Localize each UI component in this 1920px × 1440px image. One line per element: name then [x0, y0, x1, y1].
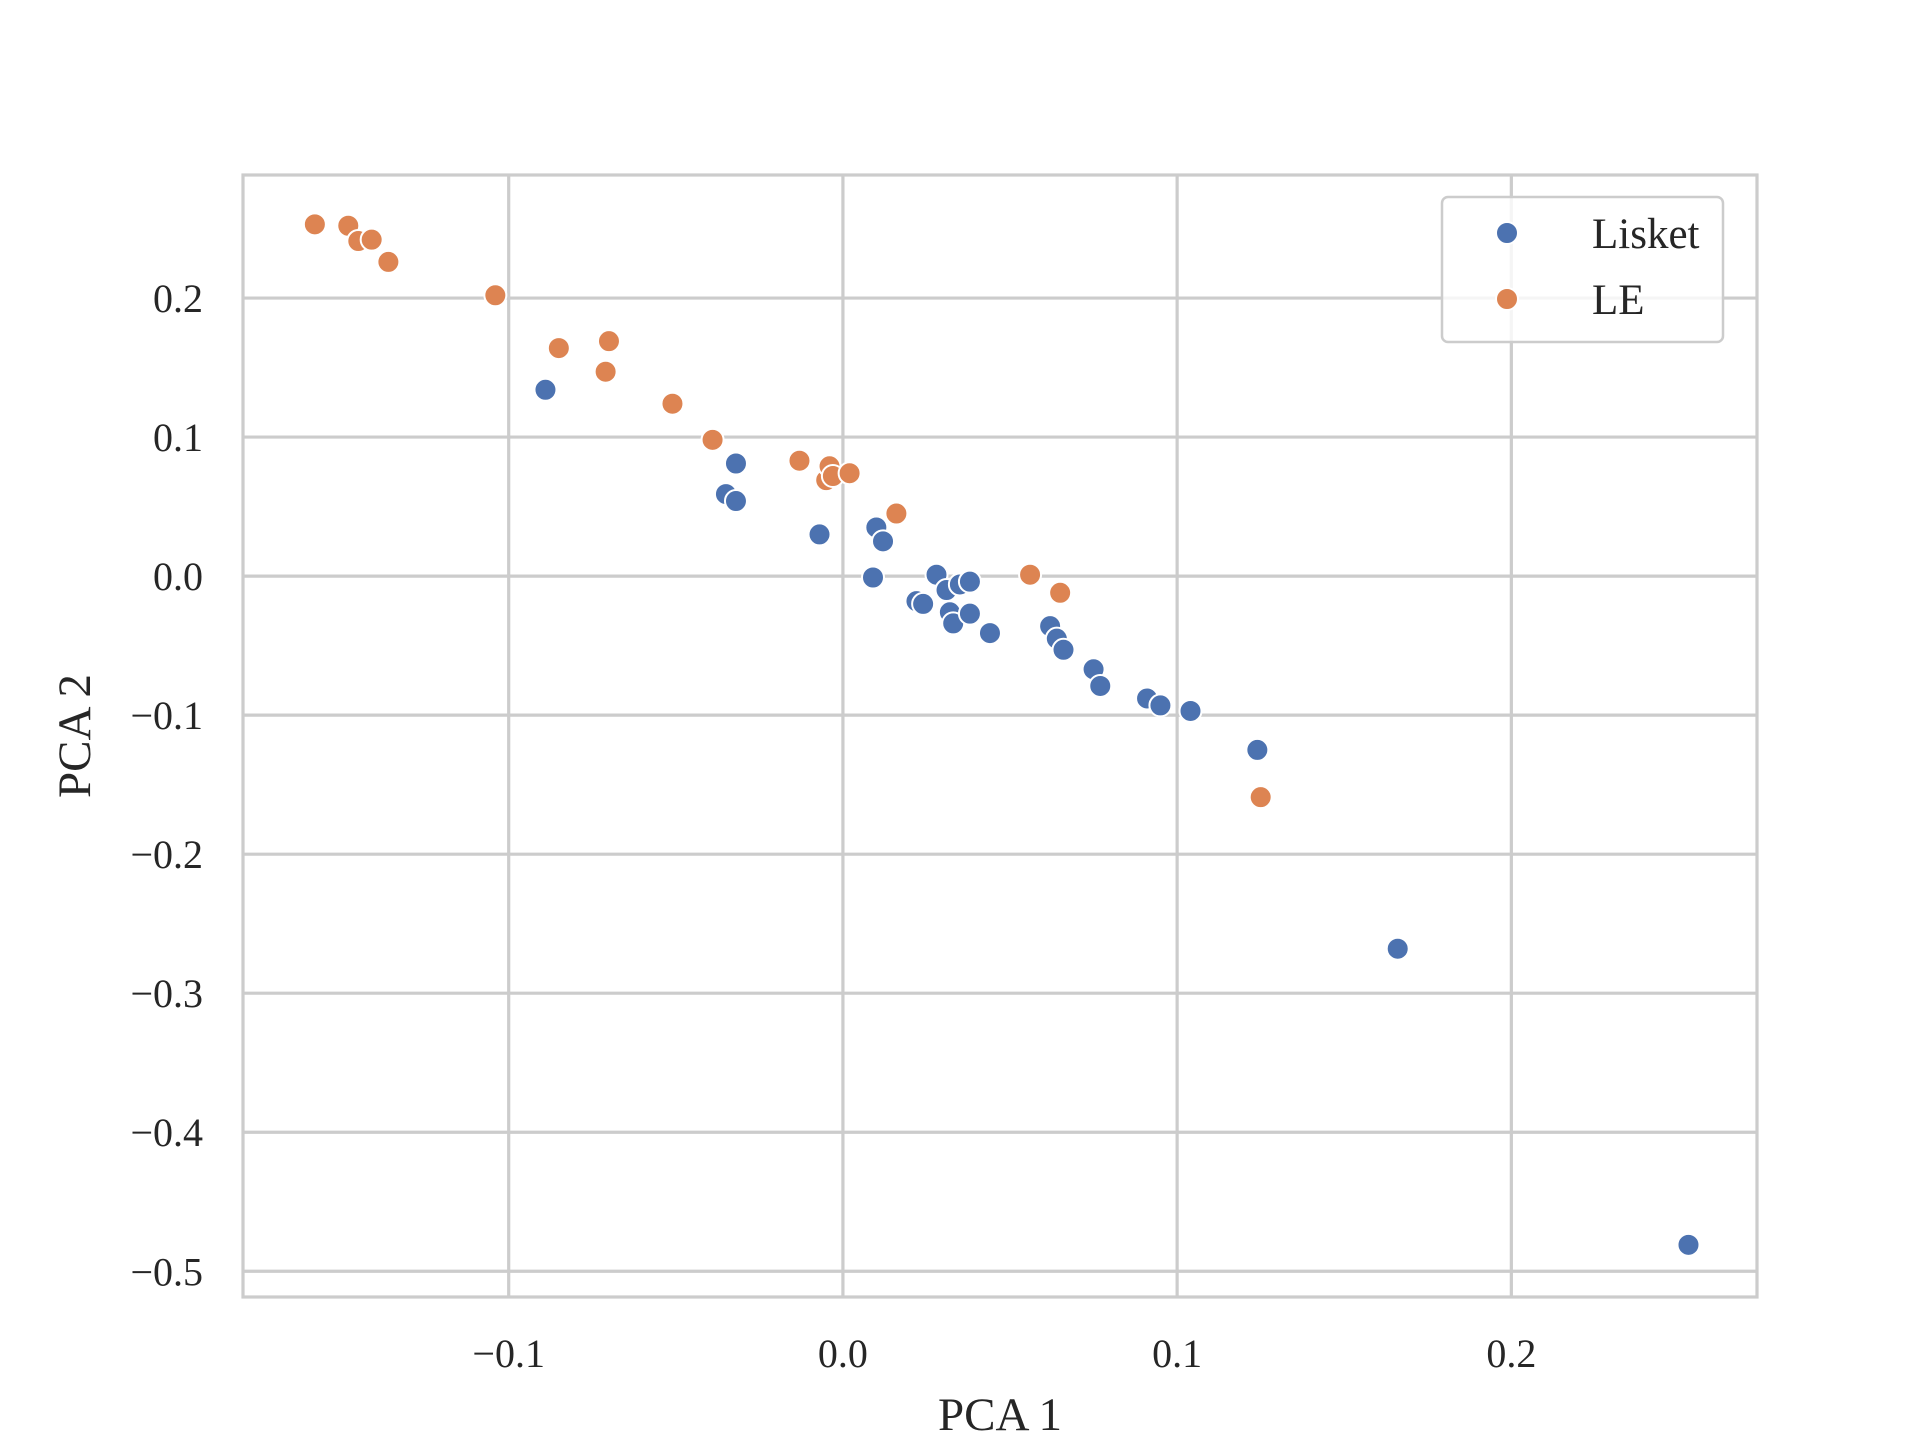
y-tick-label: −0.2	[130, 832, 203, 877]
data-point	[871, 529, 896, 554]
legend: Lisket LE	[1440, 195, 1725, 344]
data-point	[911, 591, 936, 616]
legend-marker	[1495, 287, 1519, 311]
data-point	[1048, 580, 1073, 605]
x-tick-label: 0.2	[1486, 1331, 1536, 1376]
data-point	[1148, 693, 1173, 718]
data-point	[376, 249, 401, 274]
grid	[243, 175, 1757, 1297]
data-point	[1245, 737, 1270, 762]
data-point	[787, 448, 812, 473]
data-point	[359, 227, 384, 252]
y-tick-label: 0.1	[153, 415, 203, 460]
series-lisket	[533, 377, 1701, 1257]
legend-label: Lisket	[1592, 211, 1700, 258]
data-point	[1248, 785, 1273, 810]
data-point	[302, 212, 327, 237]
data-point	[723, 451, 748, 476]
y-tick-label: 0.2	[153, 276, 203, 321]
legend-marker	[1495, 221, 1519, 245]
x-tick-label: 0.1	[1152, 1331, 1202, 1376]
data-point	[837, 461, 862, 486]
x-tick-label: 0.0	[818, 1331, 868, 1376]
legend-label: LE	[1592, 277, 1645, 324]
data-point	[957, 569, 982, 594]
series-le	[302, 212, 1273, 810]
y-tick-label: −0.1	[130, 693, 203, 738]
data-point	[1676, 1232, 1701, 1257]
x-axis-title: PCA 1	[938, 1389, 1062, 1440]
plot-frame	[241, 173, 1759, 1299]
data-point	[860, 565, 885, 590]
data-point	[807, 522, 832, 547]
y-tick-label: −0.3	[130, 971, 203, 1016]
data-point	[1051, 637, 1076, 662]
data-point	[1385, 936, 1410, 961]
y-axis-title: PCA 2	[49, 674, 101, 798]
data-point	[884, 501, 909, 526]
data-point	[1088, 673, 1113, 698]
data-point	[700, 427, 725, 452]
data-point	[483, 283, 508, 308]
data-point	[596, 329, 621, 354]
y-axis-ticks: −0.5 −0.4 −0.3 −0.2 −0.1 0.0 0.1 0.2	[130, 276, 203, 1294]
data-point	[957, 601, 982, 626]
y-tick-label: −0.5	[130, 1249, 203, 1294]
data-point	[546, 336, 571, 361]
data-point	[1178, 698, 1203, 723]
y-tick-label: 0.0	[153, 554, 203, 599]
data-point	[593, 359, 618, 384]
data-point	[723, 489, 748, 514]
data-point	[533, 377, 558, 402]
y-tick-label: −0.4	[130, 1110, 203, 1155]
data-point	[660, 391, 685, 416]
data-point	[1018, 562, 1043, 587]
data-point	[977, 621, 1002, 646]
x-tick-label: −0.1	[472, 1331, 545, 1376]
x-axis-ticks: −0.1 0.0 0.1 0.2	[472, 1331, 1536, 1376]
data-points	[302, 212, 1701, 1257]
